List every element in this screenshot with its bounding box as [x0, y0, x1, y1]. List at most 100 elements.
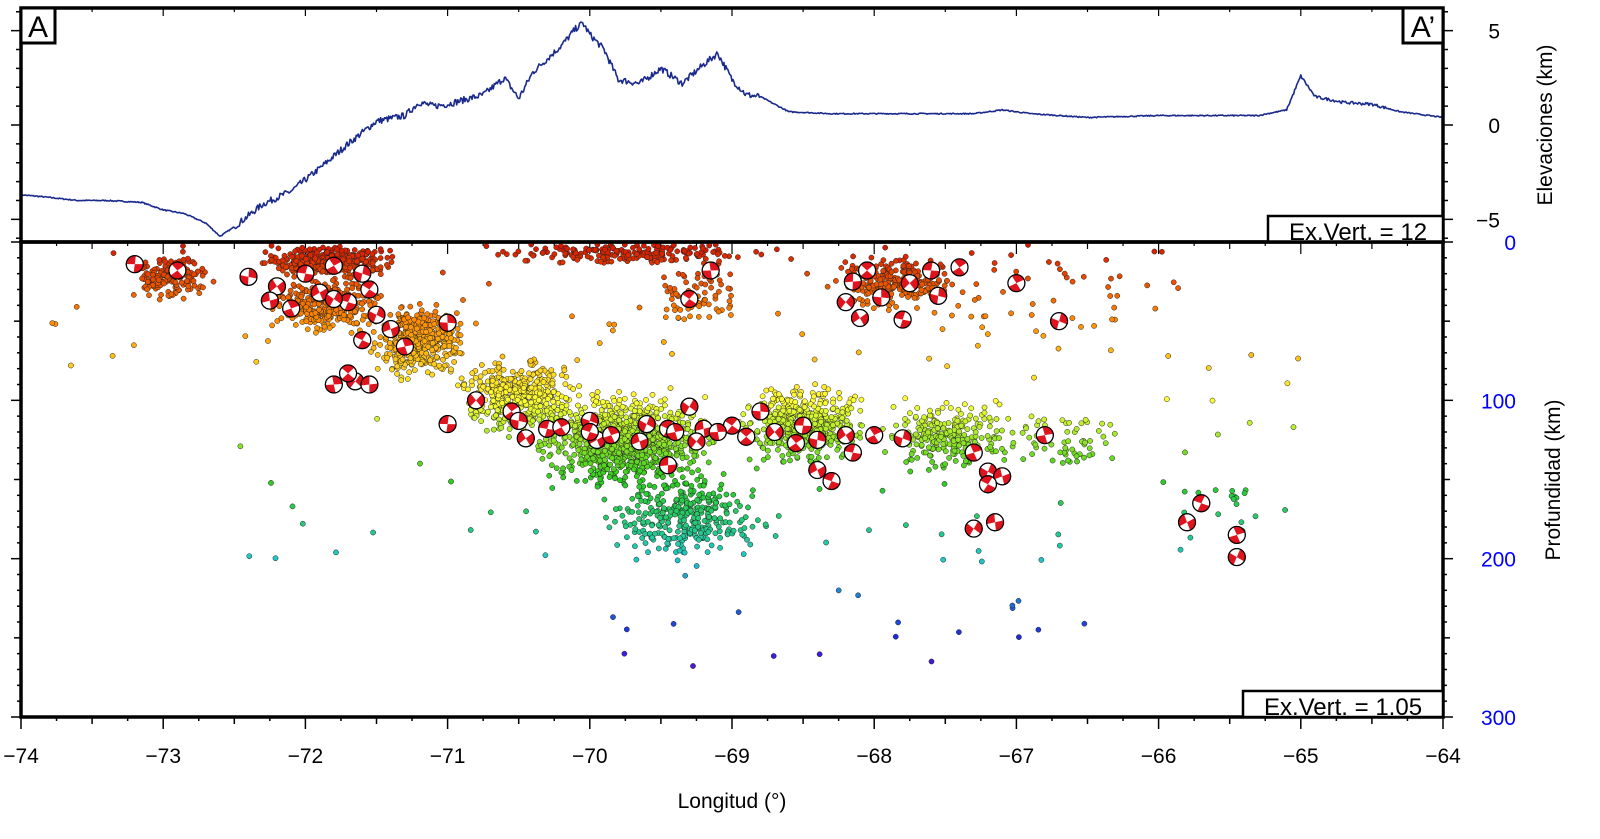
earthquake-point [1034, 329, 1039, 334]
earthquake-point [573, 423, 578, 428]
focal-mechanism [340, 365, 357, 382]
earthquake-point [688, 508, 693, 513]
earthquake-point [965, 427, 970, 432]
earthquake-point [211, 279, 216, 284]
earthquake-point [706, 441, 711, 446]
earthquake-point [516, 249, 521, 254]
earthquake-point [761, 445, 766, 450]
earthquake-point [692, 453, 697, 458]
earthquake-point [1104, 257, 1109, 262]
earthquake-point [468, 527, 473, 532]
earthquake-point [1176, 286, 1181, 291]
earthquake-point [817, 652, 822, 657]
earthquake-point [632, 414, 637, 419]
earthquake-point [460, 297, 465, 302]
earthquake-point [1152, 249, 1157, 254]
earthquake-point [668, 247, 673, 252]
earthquake-point [562, 368, 567, 373]
earthquake-point [612, 414, 617, 419]
earthquake-point [669, 351, 674, 356]
earthquake-point [583, 461, 588, 466]
earthquake-point [649, 523, 654, 528]
earthquake-point [632, 408, 637, 413]
earthquake-point [689, 483, 694, 488]
earthquake-point [561, 475, 566, 480]
earthquake-point [724, 492, 729, 497]
earthquake-point [583, 478, 588, 483]
earthquake-point [769, 403, 774, 408]
earthquake-point [347, 259, 352, 264]
earthquake-point [794, 384, 799, 389]
earthquake-point [696, 314, 701, 319]
earthquake-point [944, 400, 949, 405]
earthquake-point [1108, 422, 1113, 427]
earthquake-point [536, 398, 541, 403]
earthquake-point [658, 515, 663, 520]
earthquake-point [544, 408, 549, 413]
earthquake-point [173, 280, 178, 285]
earthquake-point [635, 494, 640, 499]
focal-mechanism [667, 423, 684, 440]
earthquake-point [869, 255, 874, 260]
earthquake-point [1213, 488, 1218, 493]
earthquake-point [682, 317, 687, 322]
earthquake-point [424, 329, 429, 334]
earthquake-point [388, 248, 393, 253]
earthquake-point [781, 459, 786, 464]
earthquake-point [830, 400, 835, 405]
earthquake-point [600, 399, 605, 404]
earthquake-point [866, 285, 871, 290]
earthquake-point [419, 308, 424, 313]
earthquake-point [613, 507, 618, 512]
earthquake-point [1081, 274, 1086, 279]
earthquake-point [851, 254, 856, 259]
earthquake-point [675, 482, 680, 487]
earthquake-point [741, 412, 746, 417]
earthquake-point [709, 285, 714, 290]
earthquake-point [716, 524, 721, 529]
earthquake-point [254, 359, 259, 364]
earthquake-point [680, 475, 685, 480]
earthquake-point [948, 405, 953, 410]
earthquake-point [812, 404, 817, 409]
earthquake-point [490, 369, 495, 374]
earthquake-point [1087, 453, 1092, 458]
earthquake-point [674, 291, 679, 296]
earthquake-point [707, 314, 712, 319]
earthquake-point [960, 290, 965, 295]
earthquake-point [506, 434, 511, 439]
earthquake-point [630, 428, 635, 433]
earthquake-point [496, 252, 501, 257]
earthquake-point [598, 259, 603, 264]
earthquake-point [1296, 356, 1301, 361]
earthquake-point [973, 430, 978, 435]
earthquake-point [304, 319, 309, 324]
earthquake-point [597, 458, 602, 463]
earthquake-point [1016, 635, 1021, 640]
earthquake-point [662, 403, 667, 408]
earthquake-point [378, 342, 383, 347]
earthquake-point [871, 306, 876, 311]
earthquake-point [985, 332, 990, 337]
earthquake-point [504, 385, 509, 390]
earthquake-point [488, 404, 493, 409]
earthquake-point [987, 415, 992, 420]
focal-mechanism [368, 306, 385, 323]
focal-mechanism [126, 256, 143, 273]
earthquake-point [754, 249, 759, 254]
elevation-tick-label: 5 [1488, 21, 1500, 44]
earthquake-point [1108, 293, 1113, 298]
earthquake-point [901, 263, 906, 268]
earthquake-point [950, 282, 955, 287]
earthquake-point [769, 387, 774, 392]
earthquake-point [701, 483, 706, 488]
earthquake-point [641, 460, 646, 465]
earthquake-point [398, 305, 403, 310]
earthquake-point [399, 378, 404, 383]
earthquake-point [458, 333, 463, 338]
earthquake-point [563, 382, 568, 387]
earthquake-point [1029, 312, 1034, 317]
earthquake-point [866, 528, 871, 533]
earthquake-point [1100, 421, 1105, 426]
earthquake-point [417, 301, 422, 306]
